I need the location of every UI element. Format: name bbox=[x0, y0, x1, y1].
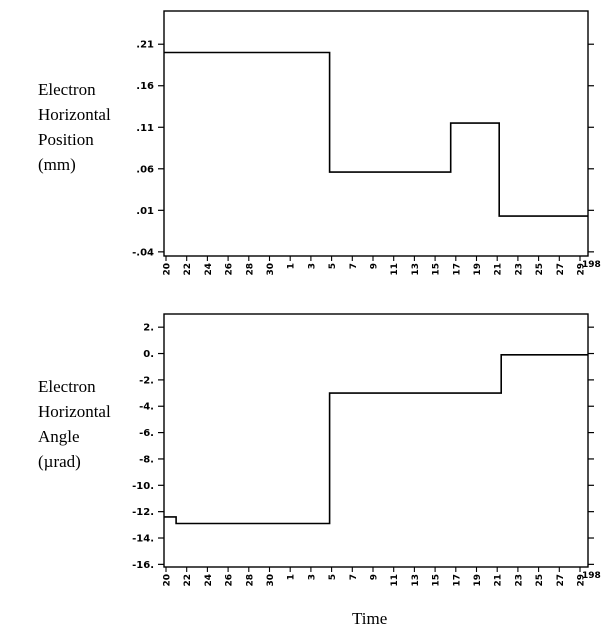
angle-xtick-label: 3 bbox=[307, 574, 317, 580]
position-ytick-label: .11 bbox=[136, 123, 154, 134]
position-ytick-label: -.04 bbox=[132, 247, 154, 258]
position-plot-frame bbox=[163, 10, 589, 257]
angle-axis-label-line: Horizontal bbox=[38, 402, 111, 421]
position-axis-label: Electron Horizontal Position (mm) bbox=[38, 77, 111, 177]
position-xtick-label: 1 bbox=[287, 263, 297, 269]
position-xtick-label: 17 bbox=[452, 263, 462, 276]
angle-xtick-label: 17 bbox=[452, 574, 462, 587]
angle-ytick-label: -4. bbox=[139, 402, 154, 413]
position-xtick-label: 3 bbox=[307, 263, 317, 269]
angle-ytick-label: 0. bbox=[143, 349, 154, 360]
position-ytick-label: .06 bbox=[136, 164, 154, 175]
angle-axis-label-line: Electron bbox=[38, 377, 96, 396]
position-xtick-label: 22 bbox=[183, 263, 193, 276]
angle-xtick-label: 22 bbox=[183, 574, 193, 587]
angle-xtick-label: 1 bbox=[287, 574, 297, 580]
angle-axis-label-line: (µrad) bbox=[38, 452, 81, 471]
position-xtick-label: 30 bbox=[266, 263, 276, 276]
angle-series-line bbox=[164, 353, 588, 525]
angle-xtick-label: 21 bbox=[494, 574, 504, 587]
angle-xtick-label: 27 bbox=[556, 574, 566, 587]
position-xtick-year-label: 1987 bbox=[582, 260, 601, 270]
angle-ytick-label: -6. bbox=[139, 428, 154, 439]
angle-ytick-label: -16. bbox=[132, 560, 154, 571]
angle-axis-label-line: Angle bbox=[38, 427, 80, 446]
angle-xtick-label: 23 bbox=[514, 574, 524, 587]
angle-xtick-label: 20 bbox=[163, 574, 173, 587]
position-xtick-label: 27 bbox=[556, 263, 566, 276]
position-xtick-label: 28 bbox=[245, 263, 255, 276]
position-axis-label-line: Position bbox=[38, 130, 94, 149]
position-series-line bbox=[164, 51, 588, 217]
position-xtick-label: 15 bbox=[432, 263, 442, 276]
position-xtick-label: 21 bbox=[494, 263, 504, 276]
position-xtick-label: 13 bbox=[411, 263, 421, 276]
x-axis-label: Time bbox=[352, 609, 388, 628]
angle-ytick-label: -10. bbox=[132, 481, 154, 492]
angle-ytick-label: -2. bbox=[139, 375, 154, 386]
position-xtick-label: 19 bbox=[473, 263, 483, 276]
angle-xtick-label: 28 bbox=[245, 574, 255, 587]
angle-xtick-label: 25 bbox=[535, 574, 545, 587]
position-xtick-label: 7 bbox=[349, 263, 359, 269]
position-ytick-label: .01 bbox=[136, 206, 154, 217]
position-ytick-label: .21 bbox=[136, 40, 154, 51]
angle-ytick-label: -12. bbox=[132, 507, 154, 518]
position-axis-label-line: Horizontal bbox=[38, 105, 111, 124]
angle-xtick-label: 7 bbox=[349, 574, 359, 580]
angle-xtick-label: 26 bbox=[225, 574, 235, 587]
angle-xtick-label: 5 bbox=[328, 574, 338, 580]
position-axis-label-line: (mm) bbox=[38, 155, 76, 174]
angle-xtick-label: 19 bbox=[473, 574, 483, 587]
angle-xtick-label: 13 bbox=[411, 574, 421, 587]
position-xtick-label: 25 bbox=[535, 263, 545, 276]
angle-xtick-label: 24 bbox=[204, 574, 214, 587]
angle-xtick-label: 30 bbox=[266, 574, 276, 587]
angle-xtick-label: 9 bbox=[370, 574, 380, 580]
angle-xtick-label: 11 bbox=[390, 574, 400, 587]
position-xtick-label: 5 bbox=[328, 263, 338, 269]
position-xtick-label: 26 bbox=[225, 263, 235, 276]
angle-axis-label: Electron Horizontal Angle (µrad) bbox=[38, 374, 111, 474]
position-xtick-label: 9 bbox=[370, 263, 380, 269]
position-ytick-label: .16 bbox=[136, 81, 154, 92]
position-xtick-label: 29 bbox=[577, 263, 587, 276]
angle-xtick-label: 15 bbox=[432, 574, 442, 587]
angle-ytick-label: -8. bbox=[139, 454, 154, 465]
position-xtick-label: 20 bbox=[163, 263, 173, 276]
position-xtick-label: 23 bbox=[514, 263, 524, 276]
angle-ytick-label: -14. bbox=[132, 534, 154, 545]
angle-ytick-label: 2. bbox=[143, 323, 154, 334]
position-xtick-label: 11 bbox=[390, 263, 400, 276]
angle-xtick-label: 29 bbox=[577, 574, 587, 587]
angle-xtick-year-label: 1987 bbox=[582, 571, 601, 581]
position-axis-label-line: Electron bbox=[38, 80, 96, 99]
position-xtick-label: 24 bbox=[204, 263, 214, 276]
angle-plot-frame bbox=[163, 313, 589, 568]
